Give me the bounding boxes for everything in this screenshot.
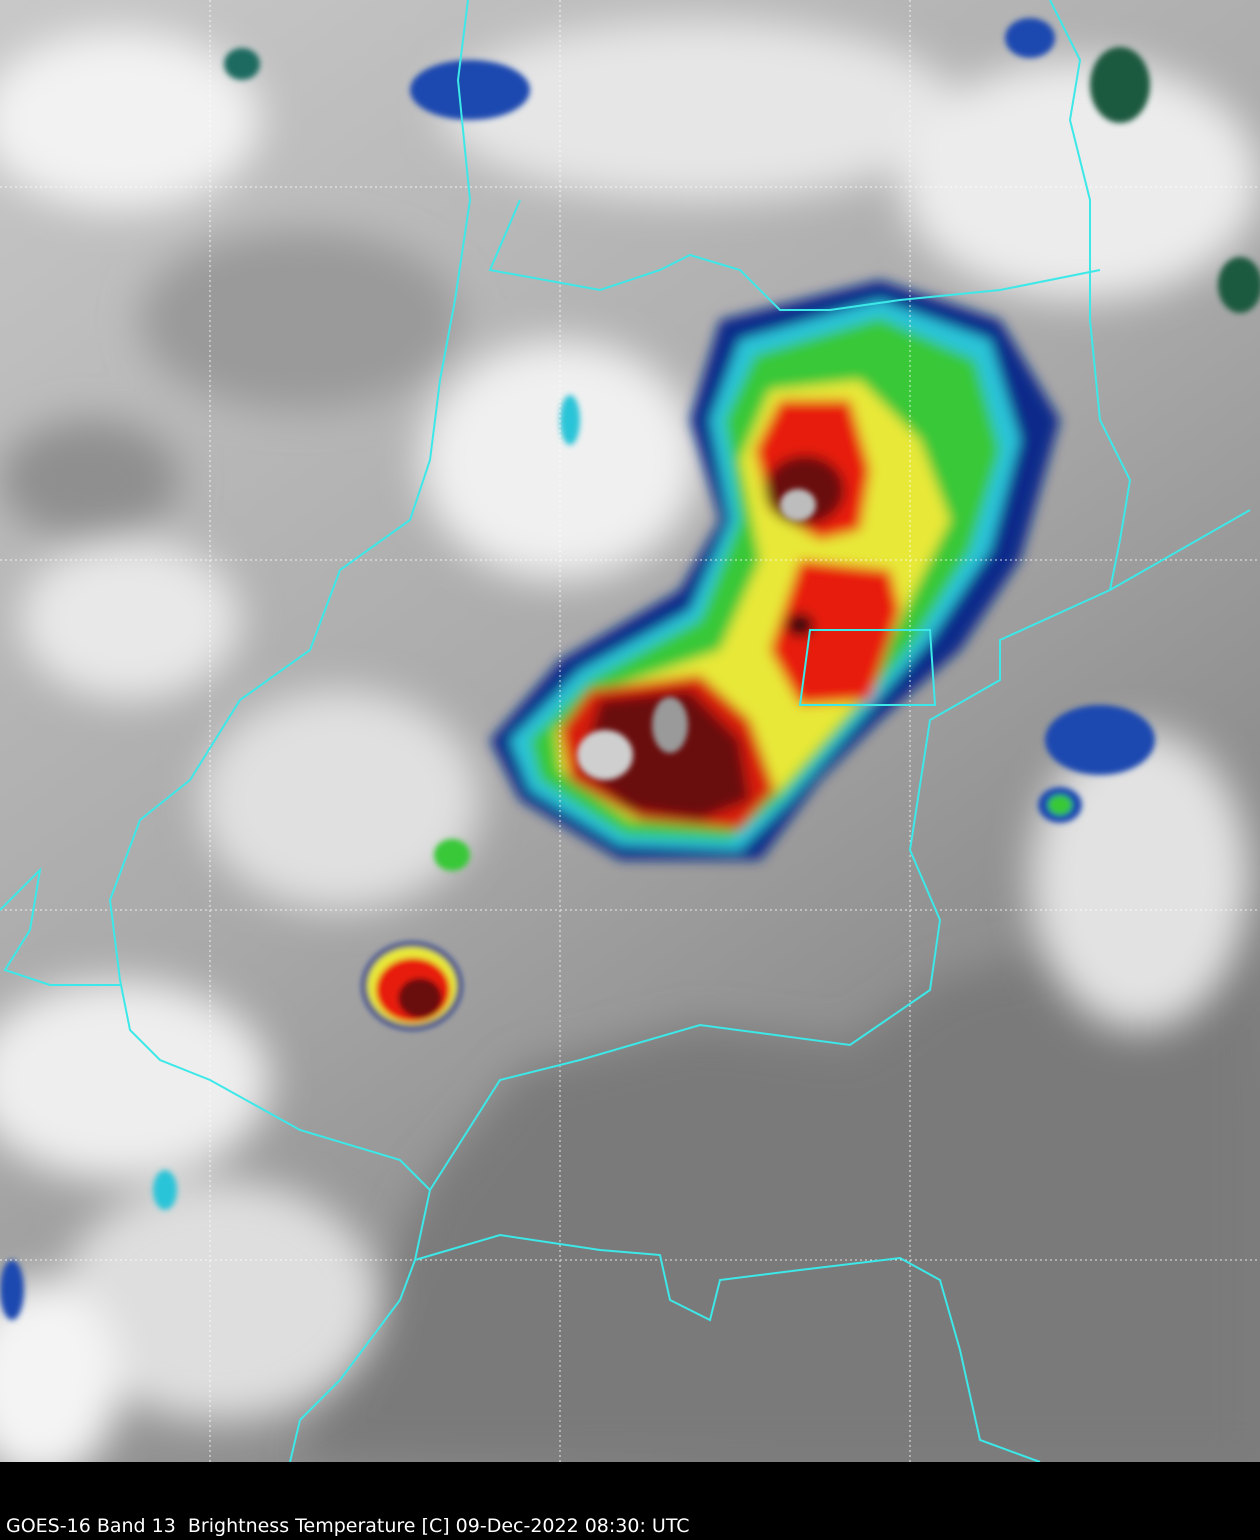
grid xyxy=(0,0,1260,1462)
storm-cell xyxy=(0,18,1260,1320)
cold-tops xyxy=(577,489,816,780)
borders xyxy=(0,0,1251,1462)
cloud-field xyxy=(0,20,1260,1462)
satellite-image xyxy=(0,0,1260,1462)
clear-region xyxy=(300,900,1260,1462)
caption: GOES-16 Band 13 Brightness Temperature [… xyxy=(6,1515,690,1537)
storm-complex xyxy=(490,280,1060,860)
